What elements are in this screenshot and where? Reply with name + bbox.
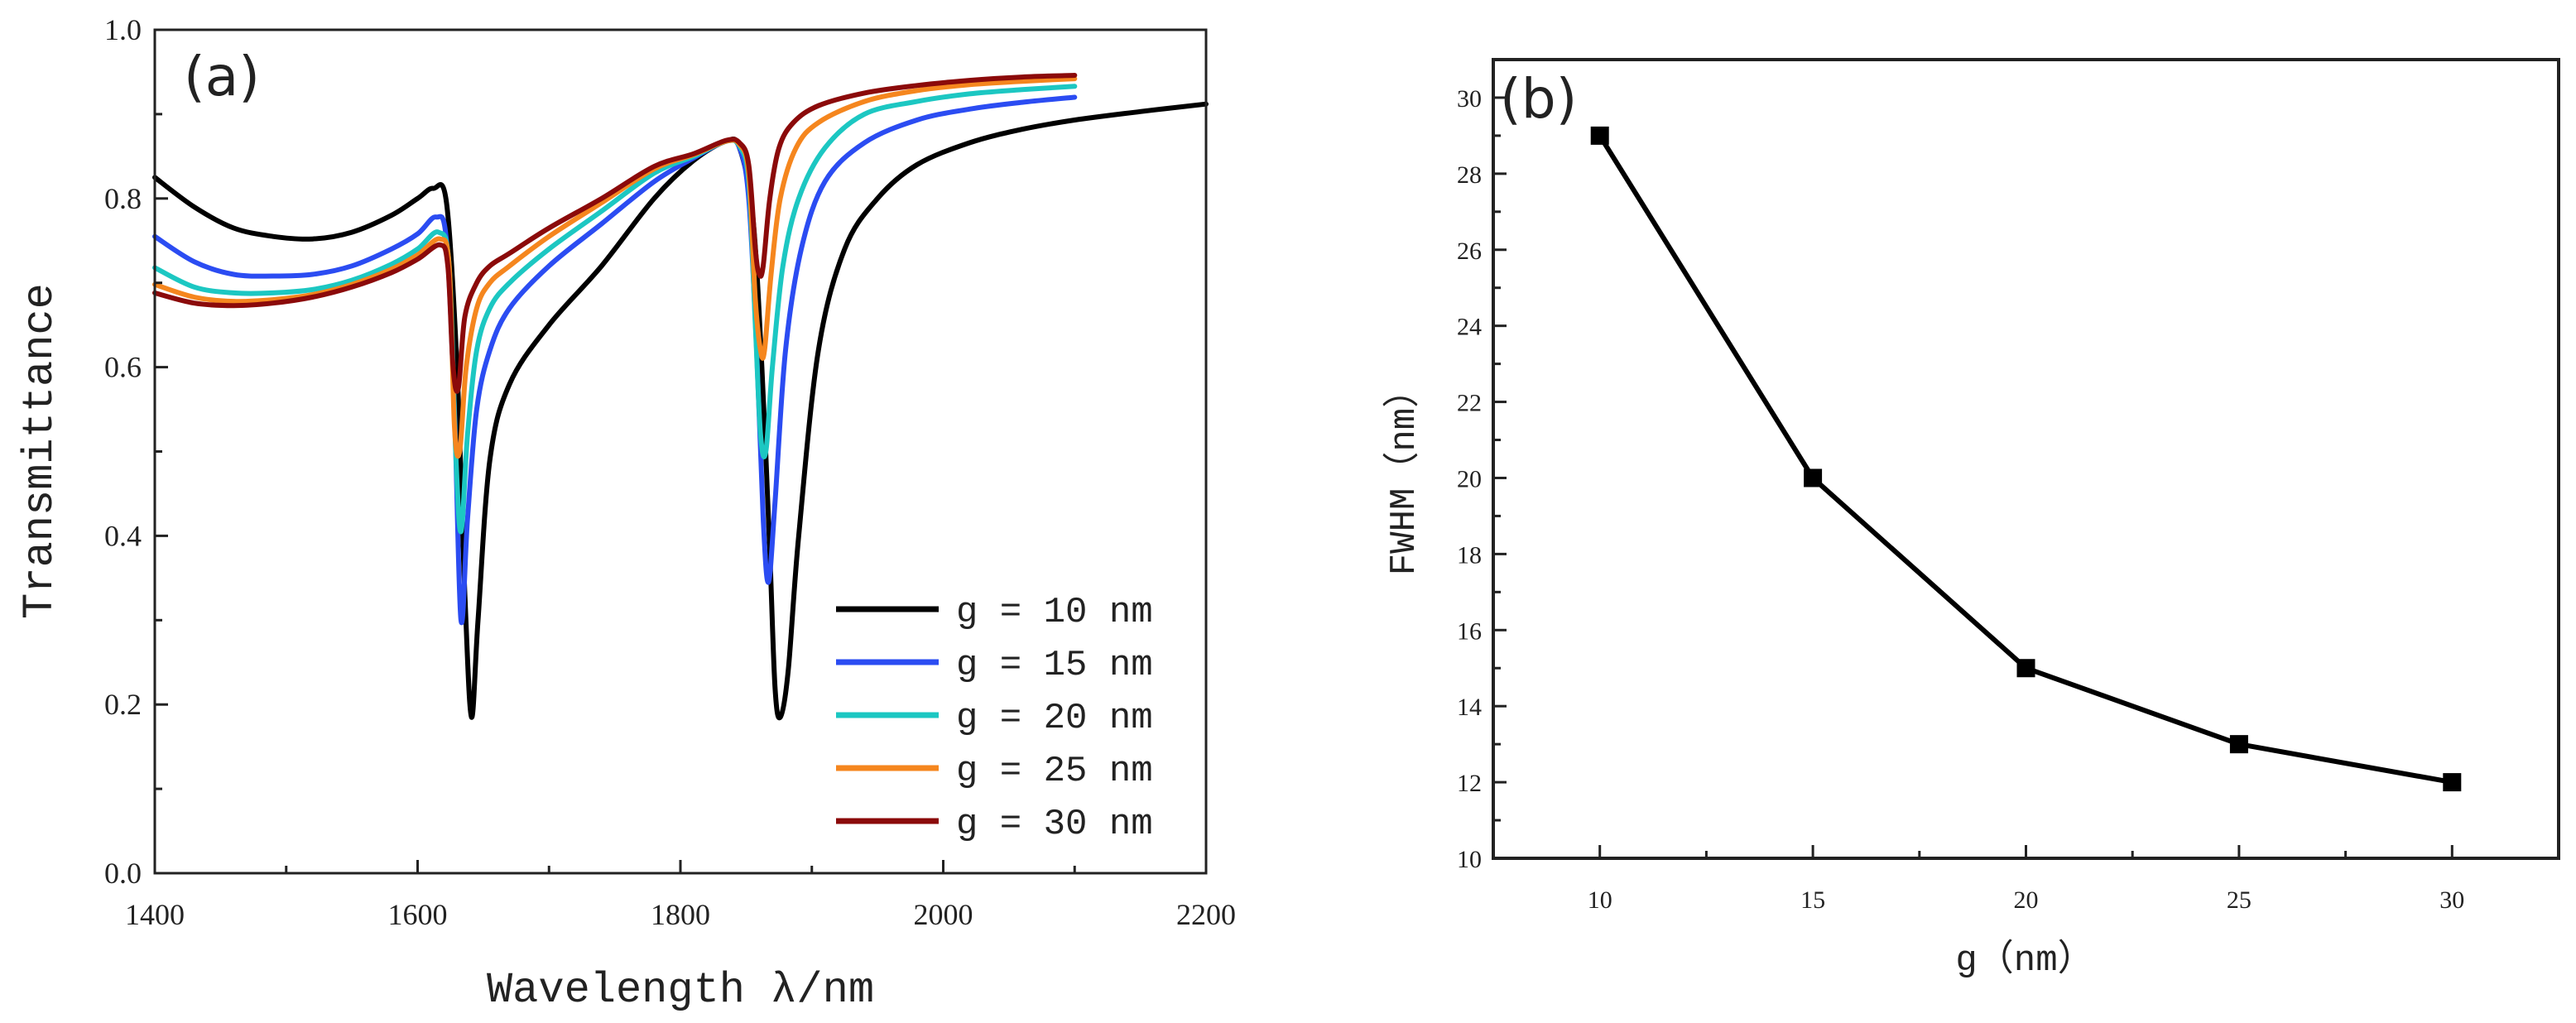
legend-item-g-30-nm: g = 30 nm (836, 804, 1153, 845)
panel-b-series-group (1590, 126, 2462, 792)
panel-b-fwhm-chart: 10 15 20 25 30 10 12 14 16 18 20 22 24 26 28 30 (b) g（n… (1382, 58, 2560, 982)
panel-b-y-tick-label: 22 (1457, 390, 1482, 417)
series-line-g-30-nm (152, 73, 1078, 394)
panel-b-y-tick-label: 16 (1457, 617, 1482, 645)
legend-label: g = 25 nm (956, 751, 1153, 792)
panel-b-plot-frame (1492, 58, 2560, 860)
legend-item-g-15-nm: g = 15 nm (836, 645, 1153, 686)
panel-b-y-tick-label: 14 (1457, 694, 1482, 721)
panel-a-x-tick-label: 2200 (1176, 898, 1236, 931)
panel-b-x-tick-label: 20 (2014, 886, 2039, 914)
panel-b-y-axis-label: FWHM（nm） (1382, 372, 1425, 575)
data-point-marker (1590, 126, 1609, 145)
panel-a-x-tick-label: 1400 (125, 898, 185, 931)
panel-b-ticks: 10 15 20 25 30 10 12 14 16 18 20 22 24 26 28 30 (1457, 85, 2464, 914)
panel-a-y-axis-label: Transmittance (16, 283, 65, 619)
panel-b-y-tick-label: 10 (1457, 846, 1482, 873)
panel-b-x-tick-label: 15 (1800, 886, 1825, 914)
panel-a-x-tick-label: 1600 (388, 898, 448, 931)
series-line-g-25-nm (152, 76, 1078, 459)
series-line-g-20-nm (152, 84, 1078, 535)
legend-label: g = 30 nm (956, 804, 1153, 845)
panel-a-transmittance-chart: 1400 1600 1800 2000 2200 0.0 0.2 0.4 0.6 0.8 1.0 (… (16, 13, 1236, 1015)
panel-a-y-tick-label: 0.6 (104, 351, 142, 384)
data-point-marker (1804, 468, 1823, 487)
panel-a-x-tick-label: 1800 (651, 898, 710, 931)
panel-b-y-tick-label: 30 (1457, 85, 1482, 113)
legend-item-g-20-nm: g = 20 nm (836, 698, 1153, 739)
data-point-marker (2443, 773, 2462, 792)
series-line-g-10-nm (152, 101, 1209, 721)
panel-a-legend: g = 10 nm g = 15 nm g = 20 nm g = 25 nm g = … (836, 592, 1153, 845)
panel-a-x-axis-label: Wavelength λ/nm (487, 966, 874, 1015)
panel-a-y-tick-label: 0.0 (104, 857, 142, 890)
data-point-marker (2229, 735, 2248, 754)
panel-b-y-tick-label: 12 (1457, 770, 1482, 797)
panel-a-y-tick-label: 0.8 (104, 182, 142, 215)
panel-b-y-tick-label: 26 (1457, 238, 1482, 265)
series-line-g-15-nm (152, 94, 1078, 626)
panel-a-y-tick-label: 0.4 (104, 519, 142, 552)
panel-b-x-tick-label: 25 (2227, 886, 2252, 914)
panel-a-series-group (152, 73, 1209, 721)
panel-b-x-tick-label: 30 (2439, 886, 2464, 914)
legend-label: g = 10 nm (956, 592, 1153, 633)
series-line-fwhm (1598, 134, 2453, 785)
panel-b-y-tick-label: 20 (1457, 465, 1482, 492)
panel-b-x-axis-label: g（nm） (1955, 939, 2093, 982)
legend-item-g-10-nm: g = 10 nm (836, 592, 1153, 633)
legend-label: g = 15 nm (956, 645, 1153, 686)
panel-a-ticks: 1400 1600 1800 2000 2200 0.0 0.2 0.4 0.6 0.8 1.0 (104, 13, 1236, 931)
panel-b-label: (b) (1500, 67, 1577, 131)
legend-label: g = 20 nm (956, 698, 1153, 739)
panel-b-y-tick-label: 24 (1457, 314, 1482, 341)
panel-a-y-tick-label: 1.0 (104, 13, 142, 46)
panel-a-label: (a) (184, 45, 260, 108)
panel-b-y-tick-label: 18 (1457, 541, 1482, 569)
panel-b-y-tick-label: 28 (1457, 161, 1482, 189)
panel-a-x-tick-label: 2000 (914, 898, 973, 931)
data-point-marker (2016, 659, 2035, 678)
panel-b-x-tick-label: 10 (1588, 886, 1612, 914)
panel-a-y-tick-label: 0.2 (104, 688, 142, 721)
legend-item-g-25-nm: g = 25 nm (836, 751, 1153, 792)
